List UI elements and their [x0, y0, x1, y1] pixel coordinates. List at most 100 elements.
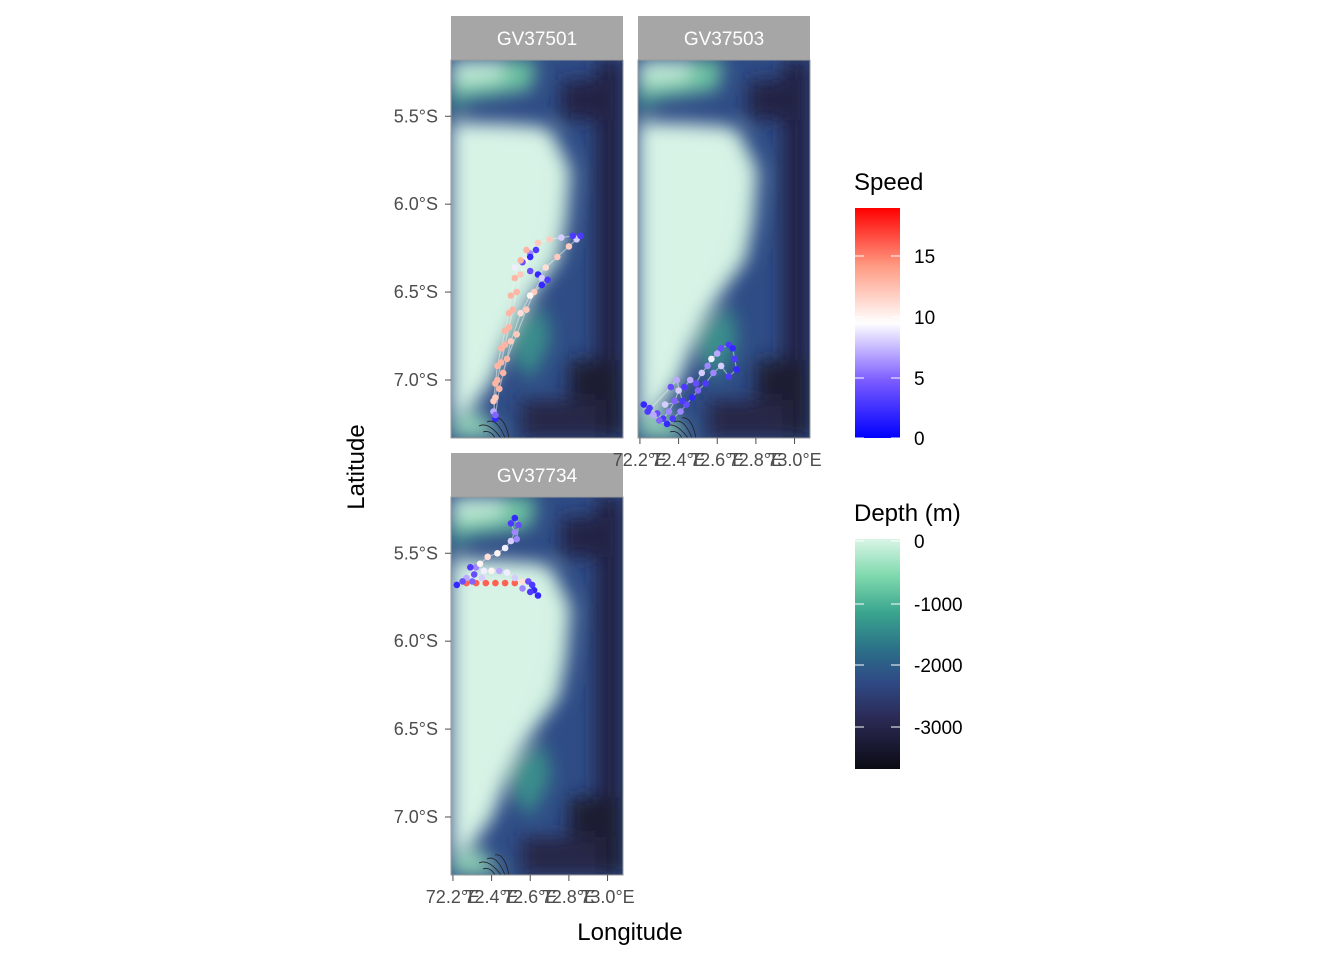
track-gv37501 [490, 232, 584, 423]
y-tick-label: 6.0°S [394, 194, 438, 214]
track-point [523, 306, 530, 313]
track-point [492, 579, 499, 587]
x-tick-label: 72.8°E [542, 887, 596, 907]
track-point [494, 550, 501, 557]
track-point [694, 387, 702, 394]
track-point [470, 571, 478, 578]
track-point [507, 338, 515, 345]
track-point [523, 246, 530, 254]
track-point [494, 362, 501, 370]
y-tick-label: 7.0°S [394, 370, 438, 390]
track-point [675, 387, 682, 394]
legend-tick-label: -3000 [914, 718, 963, 739]
strip-label-gv37503: GV37503 [684, 29, 764, 50]
x-tick-label: 73.0°E [767, 450, 821, 470]
track-point [534, 592, 542, 599]
track-point [484, 553, 491, 561]
x-tick-label: 72.4°E [651, 450, 705, 470]
track-point [492, 411, 499, 419]
track-point [669, 415, 677, 423]
track-point [492, 380, 499, 387]
track-point [511, 264, 519, 271]
panel-border-gv37503 [637, 59, 811, 439]
strip-label-gv37734: GV37734 [497, 466, 578, 487]
track-point [496, 567, 503, 575]
x-tick-label: 72.6°E [503, 887, 557, 907]
track-point [517, 257, 524, 264]
x-axis-gv37503: 72.2°E72.4°E72.6°E72.8°E73.0°E [613, 438, 822, 470]
track-point [526, 267, 534, 275]
track-point [673, 376, 680, 384]
track-point [519, 585, 526, 592]
track-point [717, 362, 725, 370]
track-point [517, 309, 524, 317]
track-point [644, 408, 651, 415]
y-tick-label: 7.0°S [394, 807, 438, 827]
x-tick-label: 72.4°E [464, 887, 518, 907]
track-point [482, 579, 490, 587]
x-tick-label: 72.2°E [426, 887, 480, 907]
panel-gv37501 [451, 60, 623, 438]
track-point [731, 355, 738, 363]
track-point [671, 397, 678, 405]
panel-border-gv37501 [450, 59, 624, 439]
x-tick-label: 72.2°E [613, 450, 667, 470]
track-point [499, 369, 507, 377]
track-point [507, 292, 515, 299]
track-point [577, 232, 584, 240]
track-point [478, 574, 486, 582]
track-point [661, 401, 669, 408]
track-point [503, 355, 511, 363]
track-point [656, 417, 663, 424]
track-point [704, 362, 711, 370]
track-point [538, 274, 546, 282]
track-point [538, 281, 546, 289]
track-point [708, 355, 715, 363]
speed-legend-title: Speed [854, 169, 923, 196]
track-point [501, 544, 509, 552]
track-point [480, 567, 488, 575]
track-point [476, 560, 484, 568]
track-point [679, 397, 686, 405]
legend-tick-label: 0 [914, 532, 925, 553]
track-point [710, 369, 717, 377]
y-tick-label: 6.5°S [394, 719, 438, 739]
track-point [725, 373, 733, 380]
track-point [453, 581, 461, 589]
track-point [557, 234, 565, 241]
y-tick-label: 6.0°S [394, 631, 438, 651]
track-point [507, 537, 515, 545]
track-point [663, 420, 671, 428]
panel-border-gv37734 [450, 496, 624, 876]
track-point [526, 588, 534, 596]
track-point [526, 253, 534, 261]
track-point [650, 411, 657, 419]
track-point [497, 345, 505, 352]
depth-legend-title: Depth (m) [854, 500, 961, 527]
legend-tick-label: -1000 [914, 595, 963, 616]
track-point [544, 276, 551, 284]
depth-legend-ticks: 0 -1000 -2000 -3000 [855, 532, 963, 739]
track-point [665, 408, 673, 415]
track-point [565, 243, 573, 250]
legend-tick-label: 0 [914, 429, 925, 450]
x-tick-label: 72.8°E [729, 450, 783, 470]
legend-tick-label: 15 [914, 247, 935, 268]
legend-tick-label: 5 [914, 369, 925, 390]
track-point [501, 327, 509, 335]
track-point [513, 331, 520, 338]
strip-label-gv37501: GV37501 [497, 29, 577, 50]
y-axis-title: Latitude [343, 424, 370, 509]
track-point [511, 528, 519, 536]
track-point [496, 385, 503, 393]
track-point [698, 369, 706, 377]
track-point [511, 574, 519, 582]
track-point [507, 520, 515, 527]
track-point [511, 579, 519, 587]
strip-gv37503 [638, 16, 810, 60]
track-point [469, 578, 476, 585]
legend-tick-label: -2000 [914, 656, 963, 677]
track-point [713, 350, 721, 357]
track-point [554, 253, 561, 261]
